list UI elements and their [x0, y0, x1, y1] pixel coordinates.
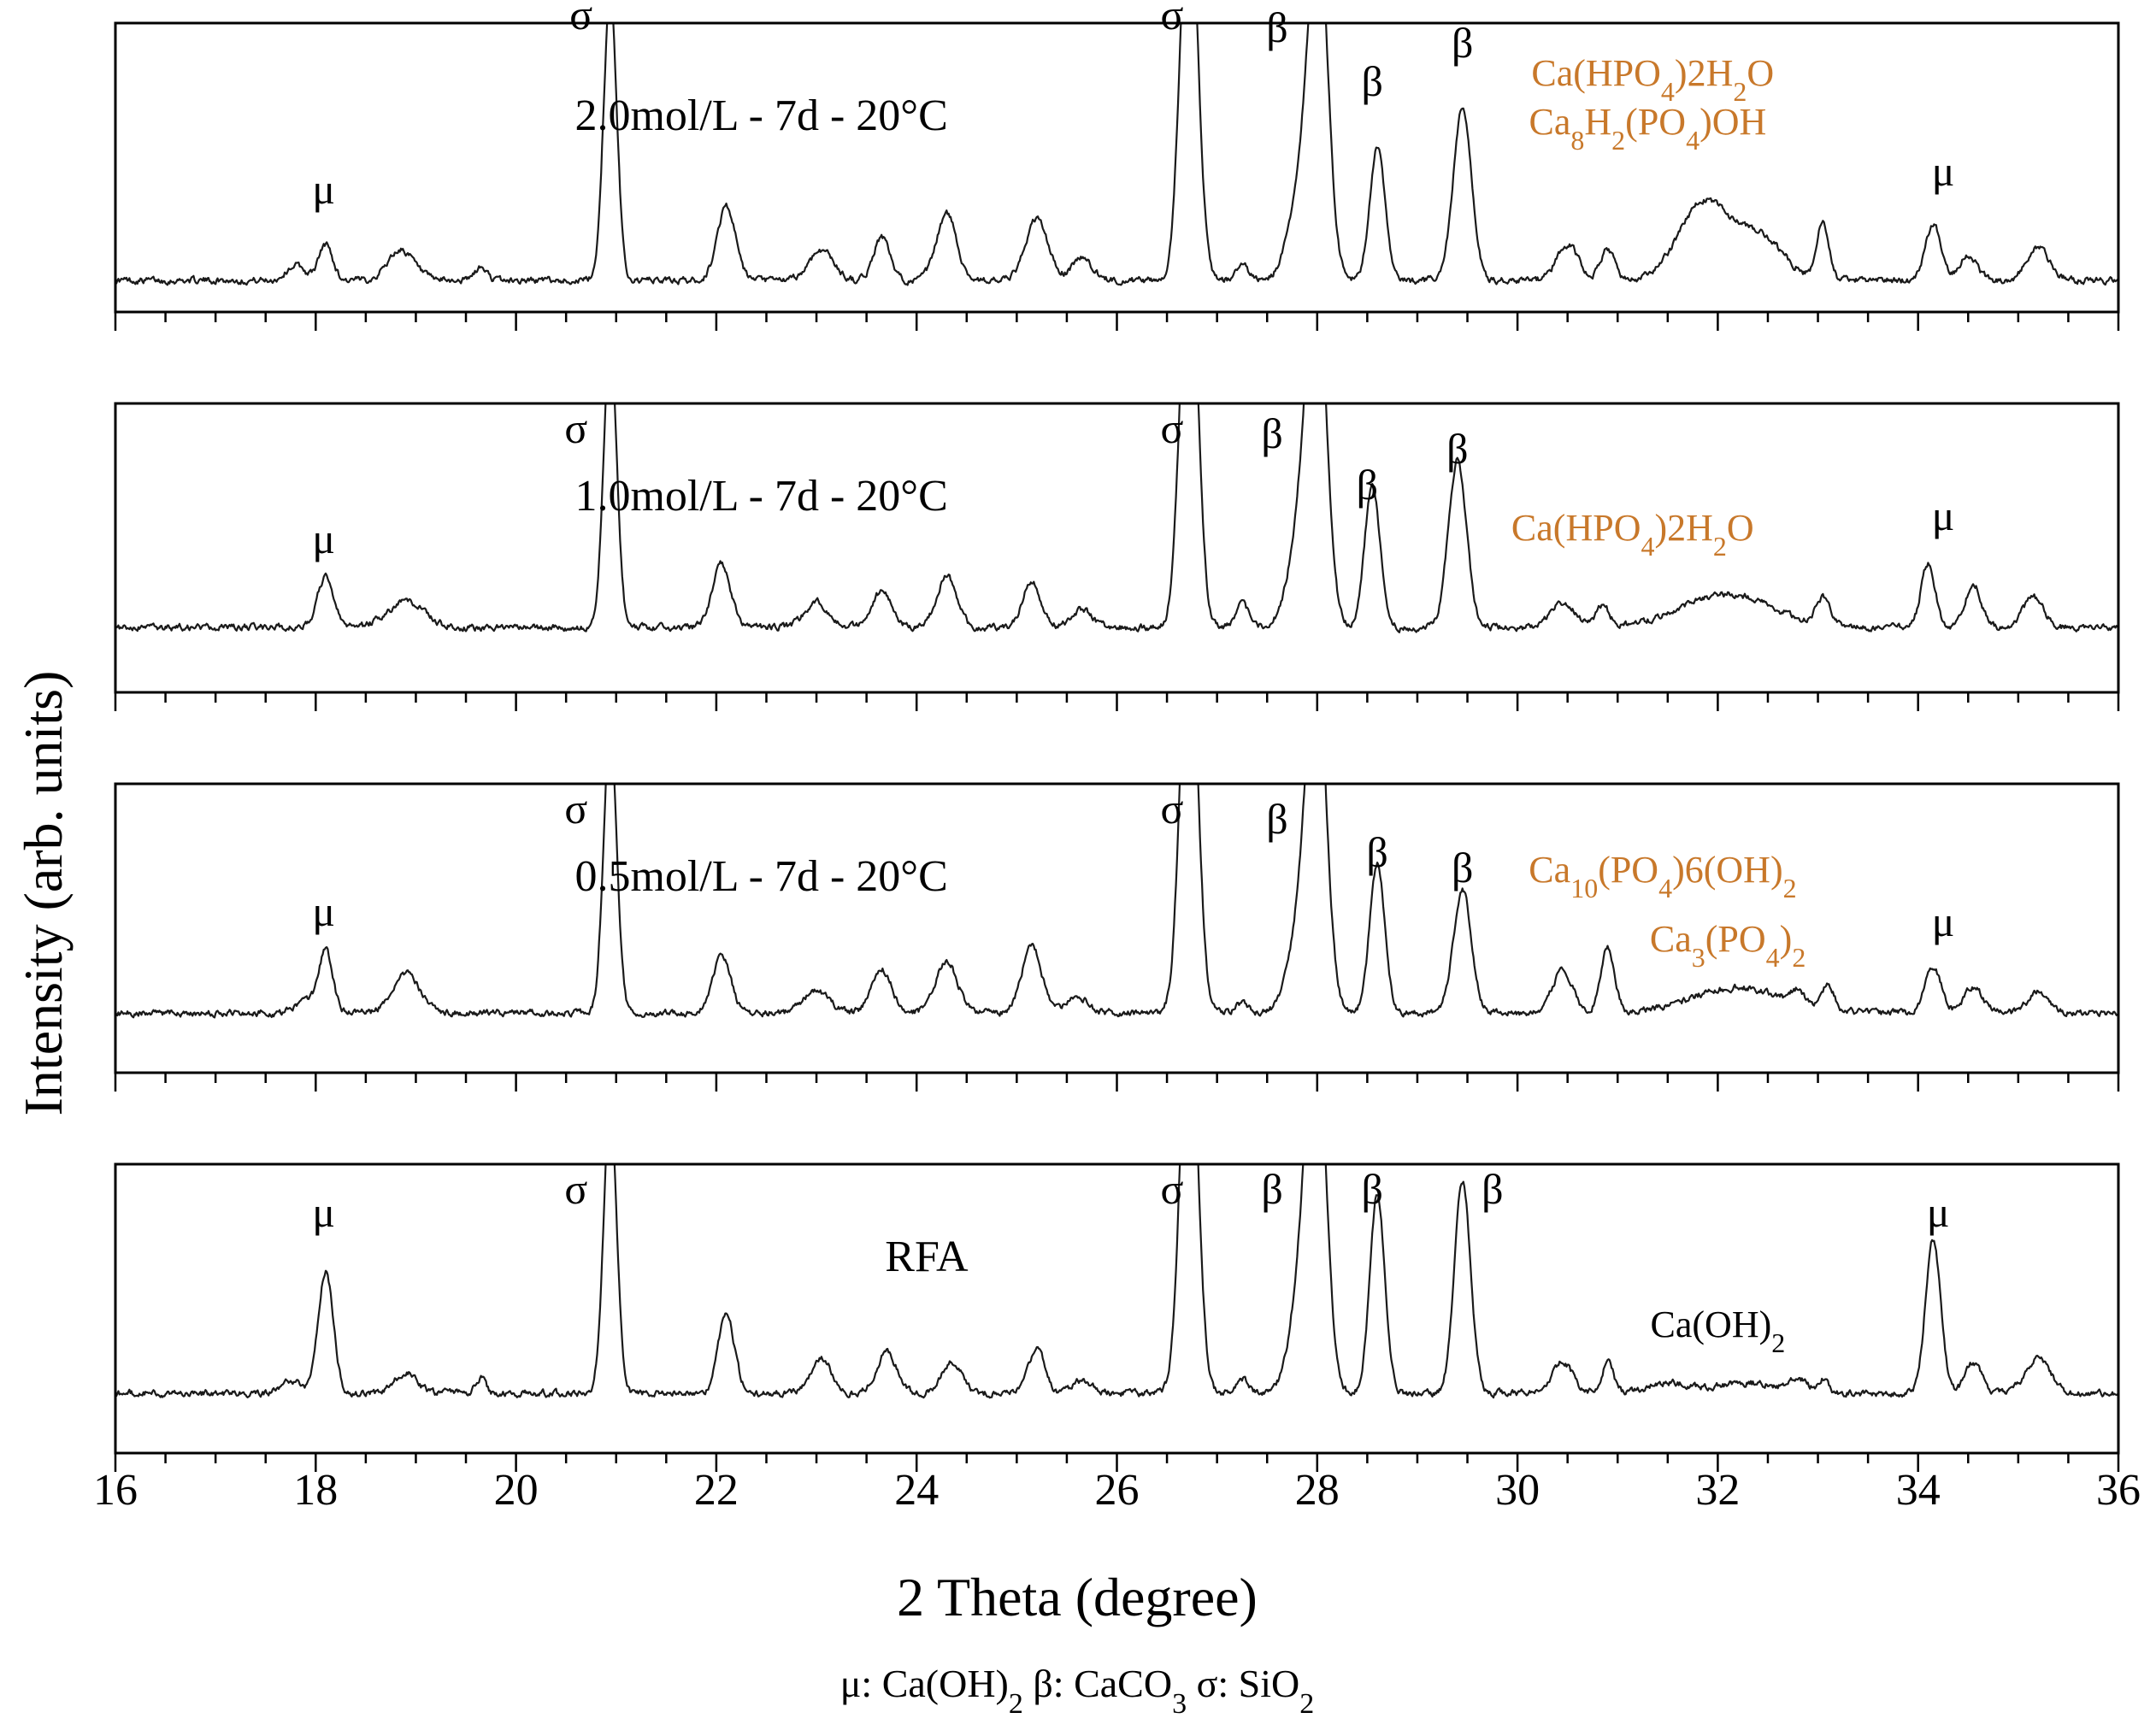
x-tick-label: 20: [494, 1466, 539, 1515]
peak-label: β: [1366, 828, 1387, 876]
phase-label: Ca10(PO4)6(OH)2: [1529, 849, 1796, 903]
peak-label: σ: [569, 0, 592, 38]
x-tick-label: 16: [93, 1466, 138, 1515]
panel-frame: [114, 402, 2120, 694]
xrd-series-line: [115, 1164, 2118, 1399]
legend-beta-symbol: β: [1033, 1662, 1052, 1705]
legend-beta-phase: CaCO: [1074, 1662, 1172, 1705]
x-tick-label: 22: [694, 1466, 739, 1515]
panel-frame: [114, 1162, 2120, 1455]
x-tick-label: 34: [1896, 1466, 1941, 1515]
panel-title: 1.0mol/L - 7d - 20°C: [574, 472, 947, 521]
panels: 2.0mol/L - 7d - 20°Cμσ σ βββCa(HPO4)2H2OCa…: [114, 0, 2120, 1472]
extra-label: μ: [1932, 147, 1955, 195]
peak-label: σ: [1160, 1165, 1183, 1213]
x-tick-label: 26: [1095, 1466, 1140, 1515]
x-axis-label: 2 Theta (degree): [897, 1567, 1258, 1627]
peak-label: β: [1362, 1165, 1383, 1213]
panel: 0.5mol/L - 7d - 20°C μ σ σ β β β Ca10(PO4)6(OH)…: [114, 782, 2120, 1092]
x-tick-label: 24: [894, 1466, 939, 1515]
panel: 2.0mol/L - 7d - 20°C μ σ σ β β β Ca(HPO4)2H2OCa…: [114, 0, 2120, 331]
panel: RFA μ σ σ β β β μ Ca(OH)2: [114, 1162, 2120, 1472]
legend-sigma-symbol: σ: [1197, 1662, 1218, 1705]
phase-label: Ca8H2(PO4)OH: [1529, 101, 1767, 156]
panel-title: 0.5mol/L - 7d - 20°C: [574, 852, 947, 901]
peak-label: β: [1482, 1165, 1503, 1213]
peak-label: μ: [312, 1188, 335, 1236]
xrd-series-line: [115, 403, 2118, 633]
phase-label: Ca(HPO4)2H2O: [1511, 507, 1754, 562]
peak-label: μ: [312, 165, 335, 213]
phase-label: Ca(HPO4)2H2O: [1531, 52, 1774, 107]
legend-sigma-phase: SiO: [1239, 1662, 1300, 1705]
peak-label: β: [1446, 425, 1468, 473]
peak-label: β: [1452, 19, 1473, 67]
x-tick-label: 32: [1695, 1466, 1740, 1515]
peak-label: μ: [312, 515, 335, 562]
legend-mu-symbol: μ: [840, 1662, 862, 1705]
peak-label: σ: [564, 1165, 587, 1213]
legend: μ: Ca(OH)2 β: CaCO3 σ: SiO2: [840, 1662, 1315, 1720]
x-tick-label: 18: [293, 1466, 338, 1515]
peak-label: σ: [564, 404, 587, 452]
phase-label: Ca3(PO4)2: [1650, 918, 1806, 973]
panel-title: 2.0mol/L - 7d - 20°C: [574, 91, 947, 140]
peak-label: β: [1261, 409, 1282, 457]
y-axis-label: Intensity (arb. units): [13, 671, 74, 1116]
x-tick-label: 28: [1295, 1466, 1340, 1515]
peak-label: σ: [564, 785, 587, 833]
peak-label: β: [1266, 795, 1287, 843]
x-tick-label: 36: [2096, 1466, 2141, 1515]
peak-label: μ: [312, 887, 335, 935]
x-tick-label: 30: [1495, 1466, 1540, 1515]
peak-label: σ: [1160, 0, 1183, 38]
extra-label: μ: [1932, 897, 1955, 945]
extra-label: Ca(OH)2: [1651, 1303, 1786, 1358]
peak-label: β: [1357, 461, 1378, 509]
panel: 1.0mol/L - 7d - 20°C μ σ σ β β β Ca(HPO4)2H2O μ: [114, 402, 2120, 711]
peak-label: β: [1452, 844, 1473, 892]
peak-label: σ: [1160, 404, 1183, 452]
x-tick-labels: 16 18 20 22 24 26 28 30 32 34 36: [93, 1466, 2141, 1515]
peak-label: β: [1261, 1165, 1282, 1213]
panel-frame: [114, 21, 2120, 314]
panel-frame: [114, 782, 2120, 1074]
legend-mu-phase: Ca(OH): [882, 1662, 1009, 1705]
extra-label: μ: [1932, 491, 1955, 539]
peak-label: β: [1362, 57, 1383, 105]
xrd-series-line: [115, 23, 2118, 286]
panel-title: RFA: [885, 1233, 969, 1281]
peak-label: β: [1266, 3, 1287, 51]
peak-label: μ: [1927, 1188, 1950, 1236]
peak-label: σ: [1160, 785, 1183, 833]
xrd-series-line: [115, 784, 2118, 1019]
